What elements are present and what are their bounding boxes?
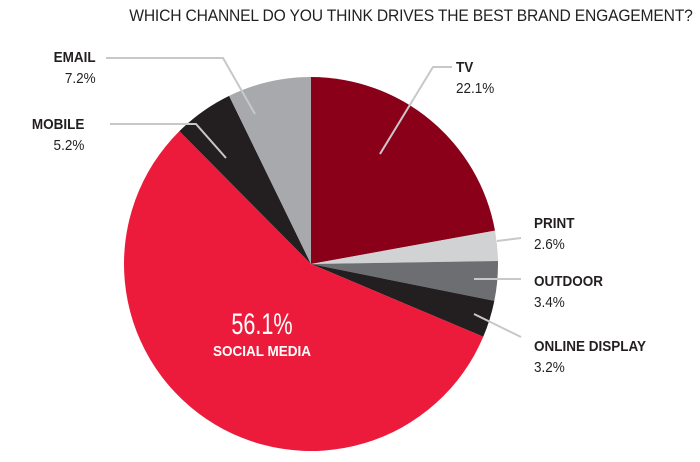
leader-line-mobile [110, 123, 227, 159]
label-tv: TV 22.1% [456, 57, 494, 99]
label-social-media-value: 56.1% [231, 308, 293, 341]
pie-slice-email [229, 77, 311, 264]
label-social-media: 56.1% SOCIAL MEDIA [200, 308, 324, 362]
leader-line-online-display [473, 313, 522, 338]
label-print: PRINT 2.6% [534, 213, 575, 255]
label-social-media-name: SOCIAL MEDIA [212, 343, 312, 360]
label-outdoor-value: 3.4% [534, 294, 565, 311]
label-tv-value: 22.1% [456, 80, 495, 97]
label-mobile-value: 5.2% [53, 137, 84, 154]
leader-lines [106, 57, 522, 338]
label-email-value: 7.2% [65, 70, 96, 87]
label-mobile: MOBILE 5.2% [31, 114, 84, 156]
label-email: EMAIL 7.2% [54, 47, 96, 89]
pie-slices [124, 77, 498, 452]
pie-slice-print [311, 230, 498, 264]
chart-title: WHICH CHANNEL DO YOU THINK DRIVES THE BE… [129, 6, 693, 25]
pie-slice-social-media [124, 131, 484, 452]
leader-line-print [496, 237, 522, 242]
label-email-name: EMAIL [53, 49, 96, 66]
label-print-name: PRINT [534, 215, 575, 232]
pie-slice-outdoor [311, 261, 498, 301]
label-outdoor: OUTDOOR 3.4% [534, 271, 603, 313]
pie-slice-tv [311, 77, 495, 264]
label-online-display-value: 3.2% [534, 359, 565, 376]
leader-line-email [106, 57, 256, 115]
pie-slice-online-display [311, 264, 495, 337]
label-print-value: 2.6% [534, 236, 565, 253]
label-online-display: ONLINE DISPLAY 3.2% [534, 336, 646, 378]
label-outdoor-name: OUTDOOR [534, 273, 604, 290]
label-mobile-name: MOBILE [31, 116, 84, 133]
label-online-display-name: ONLINE DISPLAY [534, 338, 647, 355]
leader-line-tv [379, 66, 452, 155]
label-tv-name: TV [456, 59, 474, 76]
pie-slice-mobile [179, 95, 311, 264]
